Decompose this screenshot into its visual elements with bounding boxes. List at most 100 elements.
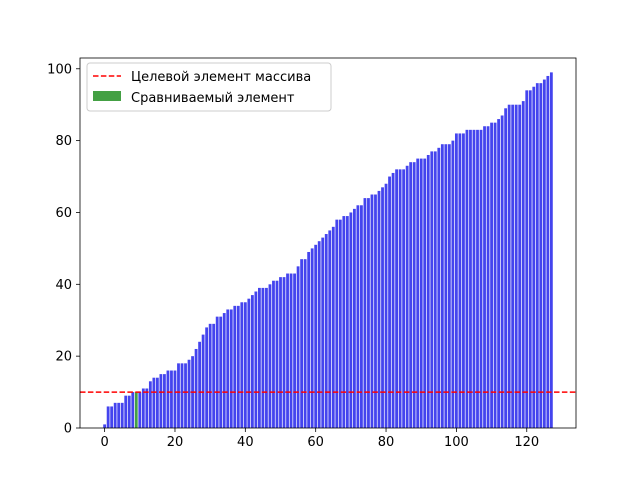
bar [490, 122, 493, 428]
bar [451, 140, 455, 428]
bar [215, 316, 219, 428]
bars-group [103, 72, 553, 429]
legend-compared-label: Сравниваемый элемент [131, 91, 295, 106]
bar [349, 212, 353, 428]
bar [493, 122, 497, 428]
bar [163, 374, 166, 428]
bar [173, 370, 177, 428]
bar [345, 216, 349, 428]
bar [233, 305, 237, 428]
bar [254, 291, 258, 428]
y-tick-label: 100 [47, 62, 72, 77]
bar [486, 126, 490, 428]
bar [384, 183, 388, 428]
bar [433, 151, 437, 428]
bar [236, 305, 240, 428]
bar [148, 381, 152, 428]
bar [458, 133, 462, 428]
bar [328, 230, 332, 428]
bar [423, 158, 427, 428]
bar [331, 226, 335, 428]
y-tick-label: 0 [64, 422, 72, 437]
bar [198, 341, 202, 428]
bar [272, 280, 275, 428]
bar [240, 302, 244, 428]
bar [250, 295, 254, 428]
bar [127, 395, 131, 428]
bar [310, 248, 314, 428]
bar [152, 377, 156, 428]
bar [289, 273, 293, 428]
bar [321, 237, 325, 428]
bar [117, 402, 121, 428]
bar [138, 392, 142, 428]
bar [479, 129, 483, 428]
bar [430, 151, 434, 428]
bar [528, 90, 532, 428]
bar [166, 370, 170, 428]
bar [388, 176, 391, 428]
bar [338, 219, 342, 428]
bar [120, 402, 124, 428]
bar [542, 79, 546, 429]
bar [222, 313, 226, 428]
bar [546, 75, 550, 429]
bar [416, 158, 420, 428]
bar [226, 309, 230, 428]
bar [106, 406, 110, 428]
bar [335, 219, 339, 428]
bar [472, 129, 476, 428]
bar [476, 129, 479, 428]
bar [405, 165, 409, 428]
bar [507, 104, 511, 428]
bar [113, 402, 117, 428]
bar [500, 115, 504, 428]
y-tick-label: 20 [55, 350, 72, 365]
bar [521, 101, 525, 429]
bar [483, 126, 486, 428]
bar [212, 323, 216, 428]
x-tick-label: 60 [307, 435, 324, 450]
bar [317, 241, 321, 428]
bar [518, 104, 522, 428]
bar [286, 273, 289, 428]
bar [370, 194, 374, 428]
bar [279, 277, 282, 428]
bar [398, 169, 402, 429]
legend-box [86, 62, 332, 112]
bar [419, 158, 423, 428]
bar [447, 144, 451, 428]
bar [352, 208, 356, 428]
bar [514, 104, 518, 428]
bar [395, 169, 398, 429]
y-tick-label: 60 [55, 206, 72, 221]
bar [402, 169, 406, 429]
x-tick-label: 80 [378, 435, 395, 450]
legend-compared-swatch [93, 91, 121, 101]
bar [282, 277, 286, 428]
bar [356, 205, 360, 428]
bar [381, 187, 384, 428]
bar [110, 406, 114, 428]
plot-frame [79, 57, 577, 429]
bar [444, 144, 448, 428]
legend: Целевой элемент массива Сравниваемый эле… [86, 62, 332, 112]
bar [535, 83, 539, 429]
bar [194, 348, 198, 428]
x-tick-label: 20 [167, 435, 184, 450]
bar [497, 119, 501, 428]
bar [539, 83, 543, 429]
bar [229, 309, 233, 428]
bar [187, 359, 191, 428]
bar [155, 377, 159, 428]
bar [275, 280, 279, 428]
x-tick-label: 40 [237, 435, 254, 450]
y-axis: 0 20 40 60 80 100 [47, 62, 80, 437]
y-tick-label: 40 [55, 278, 72, 293]
x-tick-label: 120 [514, 435, 539, 450]
bar [324, 234, 328, 428]
bar [265, 287, 268, 428]
bar [504, 108, 508, 428]
bar [293, 273, 296, 428]
